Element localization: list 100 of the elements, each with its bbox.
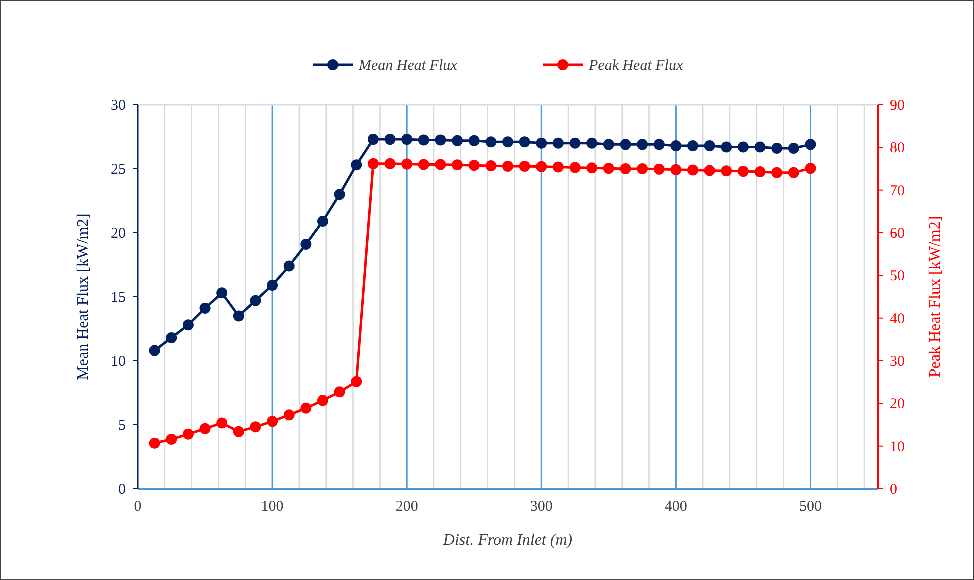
point	[368, 134, 379, 146]
point	[318, 395, 328, 406]
point	[502, 136, 514, 148]
point	[233, 310, 244, 322]
point	[738, 142, 749, 153]
point	[754, 166, 766, 178]
point	[418, 134, 430, 146]
point	[300, 239, 312, 250]
point	[704, 165, 716, 176]
x-tick-label: 0	[134, 499, 142, 515]
point	[166, 434, 178, 446]
point	[284, 260, 295, 272]
point	[738, 166, 749, 178]
point	[452, 160, 464, 171]
y-axis-title: Mean Heat Flux [kW/m2]	[75, 214, 92, 380]
y2-tick-label: 0	[890, 482, 898, 498]
point	[536, 138, 548, 149]
point	[570, 138, 581, 149]
point	[334, 189, 346, 200]
point	[250, 422, 262, 433]
point	[805, 163, 816, 174]
point	[805, 139, 816, 150]
point	[216, 288, 228, 299]
point	[435, 159, 446, 170]
point	[654, 139, 665, 150]
y-tick-label: 30	[111, 98, 126, 114]
point	[468, 160, 480, 172]
point	[670, 140, 682, 152]
x-tick-label: 400	[664, 499, 688, 515]
point	[519, 136, 530, 148]
point	[552, 162, 564, 173]
point	[772, 143, 783, 154]
point	[200, 423, 211, 434]
point	[670, 164, 682, 176]
point	[688, 164, 698, 176]
y2-tick-label: 70	[890, 183, 905, 200]
point	[149, 345, 160, 356]
point	[284, 410, 295, 421]
legend-label: Mean Heat Flux	[358, 58, 458, 74]
point	[603, 163, 614, 174]
point	[351, 160, 362, 171]
point	[654, 164, 665, 175]
point	[149, 438, 160, 449]
point	[721, 166, 732, 177]
point	[570, 162, 581, 174]
point	[233, 426, 244, 438]
legend-label: Peak Heat Flux	[588, 58, 684, 74]
y2-tick-label: 10	[890, 439, 905, 456]
point	[637, 139, 648, 150]
point	[384, 134, 396, 146]
point	[721, 142, 732, 153]
point	[368, 158, 379, 170]
point	[300, 402, 312, 414]
point	[772, 167, 783, 178]
point	[486, 136, 497, 148]
point	[182, 428, 194, 440]
point	[402, 134, 413, 146]
y2-axis-title: Peak Heat Flux [kW/m2]	[927, 216, 944, 378]
point	[620, 164, 632, 174]
point	[688, 140, 698, 152]
point	[166, 332, 178, 344]
point	[182, 320, 194, 331]
point	[754, 142, 766, 153]
point	[586, 162, 598, 174]
x-axis-title: Dist. From Inlet (m)	[442, 532, 573, 549]
point	[552, 138, 564, 149]
point	[486, 160, 497, 172]
point	[637, 164, 648, 174]
point	[200, 303, 211, 314]
y-tick-label: 25	[111, 162, 126, 178]
y2-tick-label: 80	[890, 140, 905, 157]
point	[603, 139, 614, 150]
point	[267, 280, 278, 291]
point	[250, 295, 262, 306]
y-tick-label: 15	[111, 290, 126, 306]
point	[502, 160, 514, 172]
y2-tick-label: 20	[890, 396, 905, 413]
y2-tick-label: 60	[890, 226, 905, 242]
y-tick-label: 5	[118, 418, 126, 434]
y-tick-label: 20	[111, 226, 126, 242]
point	[788, 167, 800, 178]
y2-tick-label: 30	[890, 354, 905, 370]
point	[620, 139, 632, 150]
point	[267, 416, 278, 428]
y2-tick-label: 50	[890, 268, 905, 285]
point	[318, 216, 328, 227]
point	[704, 140, 716, 152]
y-tick-label: 10	[111, 354, 126, 370]
point	[519, 160, 530, 172]
point	[586, 138, 598, 149]
x-tick-label: 100	[261, 499, 284, 515]
x-tick-label: 300	[530, 499, 553, 515]
y2-tick-label: 40	[890, 311, 905, 328]
point	[788, 143, 800, 154]
point	[468, 135, 480, 146]
point	[402, 158, 413, 170]
y2-tick-label: 90	[890, 98, 905, 114]
x-tick-label: 200	[396, 499, 418, 515]
point	[216, 418, 228, 429]
point	[351, 376, 362, 388]
